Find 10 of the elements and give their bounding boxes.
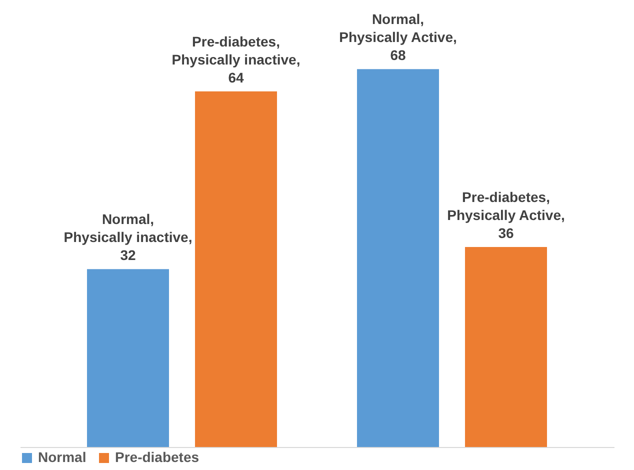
data-label: Normal, Physically Active, 68 (339, 11, 457, 64)
bar (195, 91, 277, 447)
data-label: Normal, Physically inactive, 32 (64, 211, 192, 264)
legend-label: Normal (38, 449, 86, 465)
data-label: Pre-diabetes, Physically inactive, 64 (172, 33, 300, 86)
data-label: Pre-diabetes, Physically Active, 36 (447, 188, 565, 241)
bar (357, 69, 439, 447)
bar (87, 269, 169, 447)
bar (465, 246, 547, 447)
legend-label: Pre-diabetes (115, 449, 200, 465)
